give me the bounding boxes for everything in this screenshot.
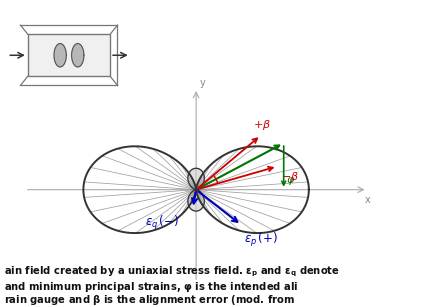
Text: rain gauge and $\mathbf{\beta}$ is the alignment error (mod. from: rain gauge and $\mathbf{\beta}$ is the a…: [4, 293, 295, 307]
Polygon shape: [54, 44, 66, 67]
Text: y: y: [199, 78, 205, 88]
Text: and minimum principal strains, $\mathbf{\varphi}$ is the intended ali: and minimum principal strains, $\mathbf{…: [4, 280, 298, 294]
Polygon shape: [71, 44, 84, 67]
Text: x: x: [364, 195, 370, 205]
Text: $\varepsilon_q\,(-)$: $\varepsilon_q\,(-)$: [145, 214, 179, 232]
Polygon shape: [187, 168, 204, 211]
Text: $\varepsilon_p\,(+)$: $\varepsilon_p\,(+)$: [243, 231, 277, 249]
Text: $\varphi$: $\varphi$: [285, 175, 295, 188]
Text: $+\beta$: $+\beta$: [252, 118, 270, 132]
Text: ain field created by a uniaxial stress field. $\mathbf{\varepsilon_p}$ and $\mat: ain field created by a uniaxial stress f…: [4, 265, 340, 279]
FancyBboxPatch shape: [28, 34, 110, 76]
Text: $-\beta$: $-\beta$: [280, 170, 298, 184]
